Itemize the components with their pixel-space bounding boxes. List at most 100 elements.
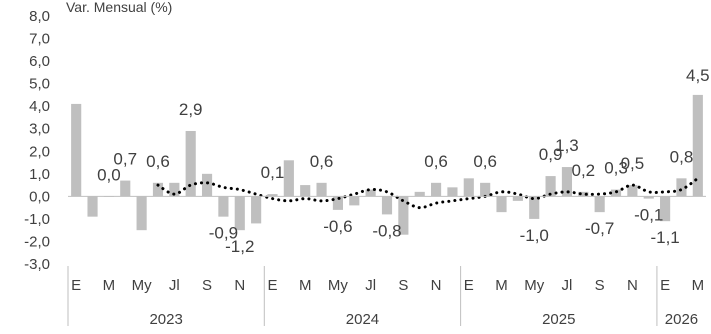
data-label: 0,8 — [670, 147, 694, 166]
x-tick-label: E — [267, 277, 277, 294]
data-label: 0,6 — [146, 152, 170, 171]
bar — [676, 178, 687, 197]
y-tick-label: 6,0 — [29, 53, 50, 70]
year-label: 2024 — [346, 311, 379, 328]
x-tick-label: S — [202, 277, 212, 294]
y-tick-label: 0,0 — [29, 188, 50, 205]
y-tick-label: 8,0 — [29, 8, 50, 25]
bar — [398, 196, 409, 235]
bar — [381, 196, 393, 215]
bar — [578, 191, 589, 197]
x-tick-label: M — [103, 277, 116, 294]
year-label: 2023 — [149, 311, 182, 328]
y-tick-label: -1,0 — [24, 211, 50, 228]
x-tick-label: E — [71, 277, 81, 294]
bar — [594, 196, 605, 213]
y-tick-label: 3,0 — [29, 121, 50, 138]
data-label: -1,1 — [650, 228, 679, 247]
x-tick-label: S — [398, 277, 408, 294]
bar — [365, 189, 376, 197]
bar — [169, 182, 180, 197]
y-axis-title: Var. Mensual (%) — [66, 0, 172, 15]
bar — [234, 196, 245, 231]
bar — [136, 196, 147, 231]
bar — [463, 178, 474, 197]
data-label: 4,5 — [686, 66, 710, 85]
x-tick-label: S — [595, 277, 605, 294]
data-label: 0,6 — [424, 152, 448, 171]
bar — [218, 196, 229, 217]
x-tick-label: Jl — [169, 277, 180, 294]
y-tick-label: 4,0 — [29, 98, 50, 115]
data-label: -0,1 — [634, 206, 663, 225]
bar — [267, 194, 278, 197]
x-tick-label: My — [524, 277, 544, 294]
bar — [332, 196, 343, 210]
bar — [496, 196, 507, 213]
data-label: 0,6 — [473, 152, 497, 171]
data-label: 0,0 — [97, 165, 121, 184]
data-label: -0,8 — [372, 221, 401, 240]
y-tick-label: -2,0 — [24, 233, 50, 250]
data-label: 0,6 — [310, 152, 334, 171]
data-label: -0,9 — [209, 224, 238, 243]
bar — [316, 182, 327, 197]
bar — [692, 94, 703, 197]
x-tick-label: Jl — [365, 277, 376, 294]
bar — [447, 187, 458, 197]
x-tick-label: My — [132, 277, 152, 294]
bar — [643, 196, 654, 199]
bar — [283, 160, 294, 197]
x-tick-label: M — [299, 277, 312, 294]
data-label: -0,7 — [585, 219, 614, 238]
x-tick-label: N — [234, 277, 245, 294]
data-label: 0,9 — [539, 145, 563, 164]
x-tick-label: M — [692, 277, 705, 294]
y-tick-label: -3,0 — [24, 256, 50, 273]
x-tick-label: My — [328, 277, 348, 294]
x-tick-label: E — [464, 277, 474, 294]
bar — [251, 196, 262, 224]
x-tick-label: M — [495, 277, 508, 294]
bar — [414, 191, 425, 197]
bar — [512, 196, 523, 201]
bar — [201, 173, 213, 197]
data-label: 1,3 — [555, 136, 579, 155]
trend-line — [156, 176, 700, 210]
data-label: -0,6 — [323, 217, 352, 236]
bar — [431, 182, 442, 197]
bar — [349, 196, 360, 206]
bar — [87, 196, 98, 217]
y-tick-label: 7,0 — [29, 31, 50, 48]
data-label: -1,2 — [225, 237, 254, 256]
y-tick-label: 5,0 — [29, 76, 50, 93]
x-tick-label: E — [660, 277, 670, 294]
bar — [300, 185, 311, 197]
bar — [120, 180, 131, 197]
bar — [480, 182, 491, 197]
y-tick-label: 2,0 — [29, 143, 50, 160]
data-label: 0,3 — [604, 159, 628, 178]
bar — [529, 196, 540, 219]
bar — [561, 167, 573, 197]
year-label: 2026 — [665, 311, 698, 328]
year-label: 2025 — [542, 311, 575, 328]
bar — [627, 185, 638, 197]
bar — [610, 189, 622, 197]
y-tick-label: 1,0 — [29, 166, 50, 183]
data-label: 0,5 — [621, 154, 645, 173]
bar — [152, 182, 164, 197]
x-tick-label: N — [627, 277, 638, 294]
data-label: 0,7 — [113, 150, 137, 169]
data-label: -1,0 — [520, 226, 549, 245]
bar — [660, 196, 671, 222]
data-label: 0,2 — [571, 161, 595, 180]
bar — [185, 130, 196, 197]
data-label: 2,9 — [179, 100, 203, 119]
x-tick-label: Jl — [562, 277, 573, 294]
x-tick-label: N — [431, 277, 442, 294]
data-label: 0,1 — [261, 163, 285, 182]
bar — [545, 176, 556, 197]
